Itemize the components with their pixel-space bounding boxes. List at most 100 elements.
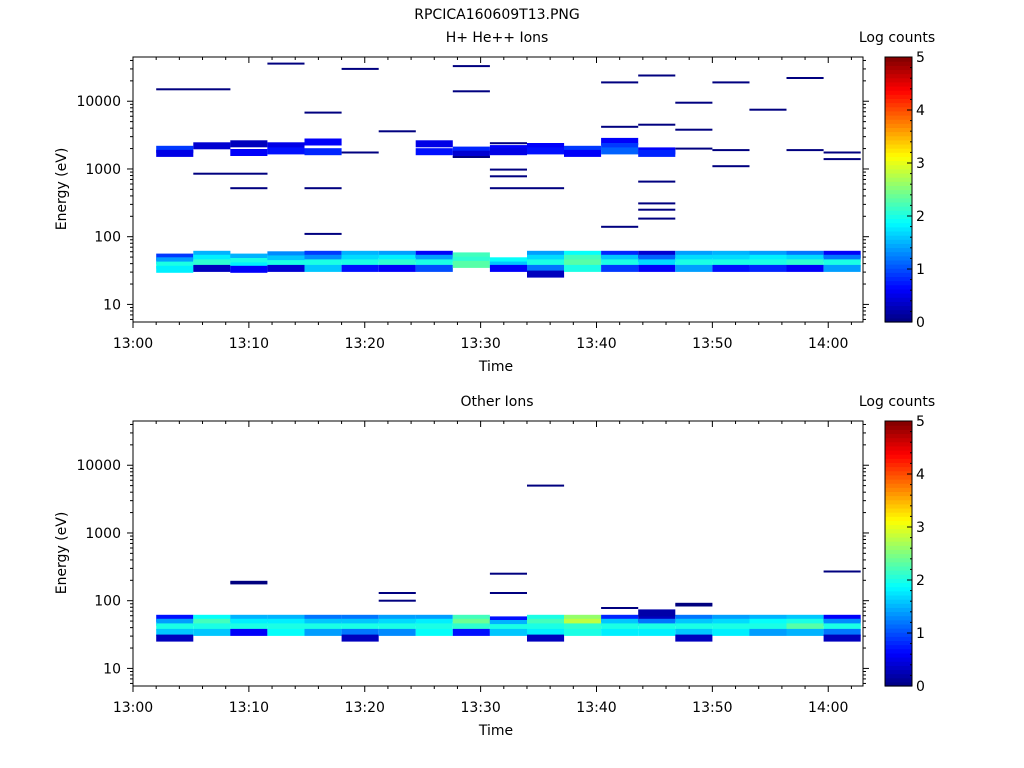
colorbar-tick-label: 4 <box>916 103 925 119</box>
heatmap-cell <box>786 618 824 626</box>
heatmap-cell <box>230 258 268 265</box>
heatmap-cell <box>230 623 268 631</box>
colorbar-step <box>885 524 912 530</box>
heatmap-cell <box>489 148 527 156</box>
colorbar-tick-label: 5 <box>916 50 925 66</box>
sparse-count-lines <box>230 484 861 609</box>
colorbar-step <box>885 599 912 604</box>
y-tick-label: 10 <box>103 661 121 677</box>
colorbar-step <box>885 516 912 521</box>
count-line <box>638 208 676 211</box>
heatmap-cell <box>230 253 268 261</box>
heatmap-cell <box>786 614 824 622</box>
heatmap-cell <box>601 147 639 155</box>
heatmap-cell <box>527 618 565 626</box>
x-tick-label: 13:00 <box>113 336 153 352</box>
colorbar-step <box>885 669 912 675</box>
count-line <box>489 592 527 594</box>
colorbar-step <box>885 297 912 302</box>
colorbar-step <box>885 449 912 455</box>
colorbar-tick-label: 5 <box>916 414 925 430</box>
colorbar-step <box>885 628 912 633</box>
count-line <box>712 149 750 152</box>
colorbar-step <box>885 102 912 108</box>
colorbar-step <box>885 272 912 278</box>
colorbar-step <box>885 607 912 613</box>
heatmap-cell <box>712 628 750 636</box>
heatmap-cell <box>564 259 602 267</box>
colorbar-step <box>885 247 912 253</box>
colorbar-step <box>885 677 912 683</box>
colorbar-step <box>885 197 912 203</box>
heatmap-cell <box>527 254 565 262</box>
colorbar-step <box>885 619 912 625</box>
colorbar-step <box>885 495 912 501</box>
count-line <box>638 180 676 183</box>
y-tick-label: 1000 <box>85 162 121 178</box>
heatmap-cell <box>601 254 639 262</box>
colorbar-step <box>885 681 912 687</box>
colorbar-step <box>885 652 912 658</box>
heatmap-cell <box>415 140 453 148</box>
count-line <box>452 156 490 158</box>
heatmap-cell <box>712 259 750 267</box>
colorbar-step <box>885 421 912 426</box>
colorbar-step <box>885 226 912 232</box>
colorbar-step <box>885 445 912 451</box>
heatmap-cell <box>823 264 861 272</box>
heatmap-cell <box>267 264 305 272</box>
colorbar-step <box>885 657 912 662</box>
heatmap-cell <box>378 254 416 262</box>
heatmap-cell <box>230 140 268 148</box>
heatmap-cell <box>749 254 787 262</box>
heatmap-cell <box>341 614 379 622</box>
heatmap-cell <box>564 614 602 622</box>
colorbar-step <box>885 623 912 629</box>
colorbar-step <box>885 98 912 104</box>
heatmap-cell <box>415 628 453 636</box>
colorbar-step <box>885 553 912 559</box>
heatmap-cell <box>564 618 602 626</box>
heatmap-cell <box>638 618 676 626</box>
colorbar-step <box>885 590 912 596</box>
colorbar-step <box>885 123 912 128</box>
colorbar-step <box>885 549 912 555</box>
heatmap-cell <box>601 623 639 631</box>
x-tick-label: 13:00 <box>113 700 153 716</box>
colorbar-step <box>885 110 912 116</box>
x-tick-labels: 13:00 13:10 13:20 13:30 13:40 13:50 14:00 <box>113 336 849 352</box>
colorbar-step <box>885 673 912 679</box>
colorbar-step <box>885 499 912 505</box>
heatmap-cell <box>489 616 527 624</box>
heatmap-cell <box>267 628 305 636</box>
count-line <box>638 202 676 205</box>
x-tick-label: 13:30 <box>460 336 500 352</box>
colorbar-step <box>885 230 912 236</box>
colorbar-step <box>885 168 912 174</box>
colorbar-step <box>885 276 912 282</box>
colorbar-step <box>885 433 912 439</box>
heatmap-cell <box>415 614 453 622</box>
count-line <box>675 604 713 607</box>
colorbar-step <box>885 603 912 608</box>
colorbar-step <box>885 437 912 443</box>
count-line <box>675 128 713 131</box>
heatmap-cell <box>378 259 416 267</box>
heatmap-cell <box>452 628 490 636</box>
heatmap-cells <box>156 609 861 642</box>
count-line <box>378 130 416 133</box>
heatmap-cell <box>304 138 342 146</box>
count-line <box>712 165 750 168</box>
colorbar-step <box>885 73 912 79</box>
heatmap-cell <box>378 618 416 626</box>
heatmap-cell <box>193 250 231 258</box>
y-tick-label: 10000 <box>76 458 121 474</box>
heatmap-cell <box>527 259 565 267</box>
colorbar-step <box>885 454 912 459</box>
heatmap-cell <box>193 623 231 631</box>
count-line <box>489 572 527 575</box>
heatmap-cell <box>786 259 824 267</box>
panel-h-he-ions: H+ He++ Ions Log counts Time Energy (eV)… <box>54 30 935 375</box>
heatmap-cell <box>638 254 676 262</box>
x-tick-label: 13:30 <box>460 700 500 716</box>
